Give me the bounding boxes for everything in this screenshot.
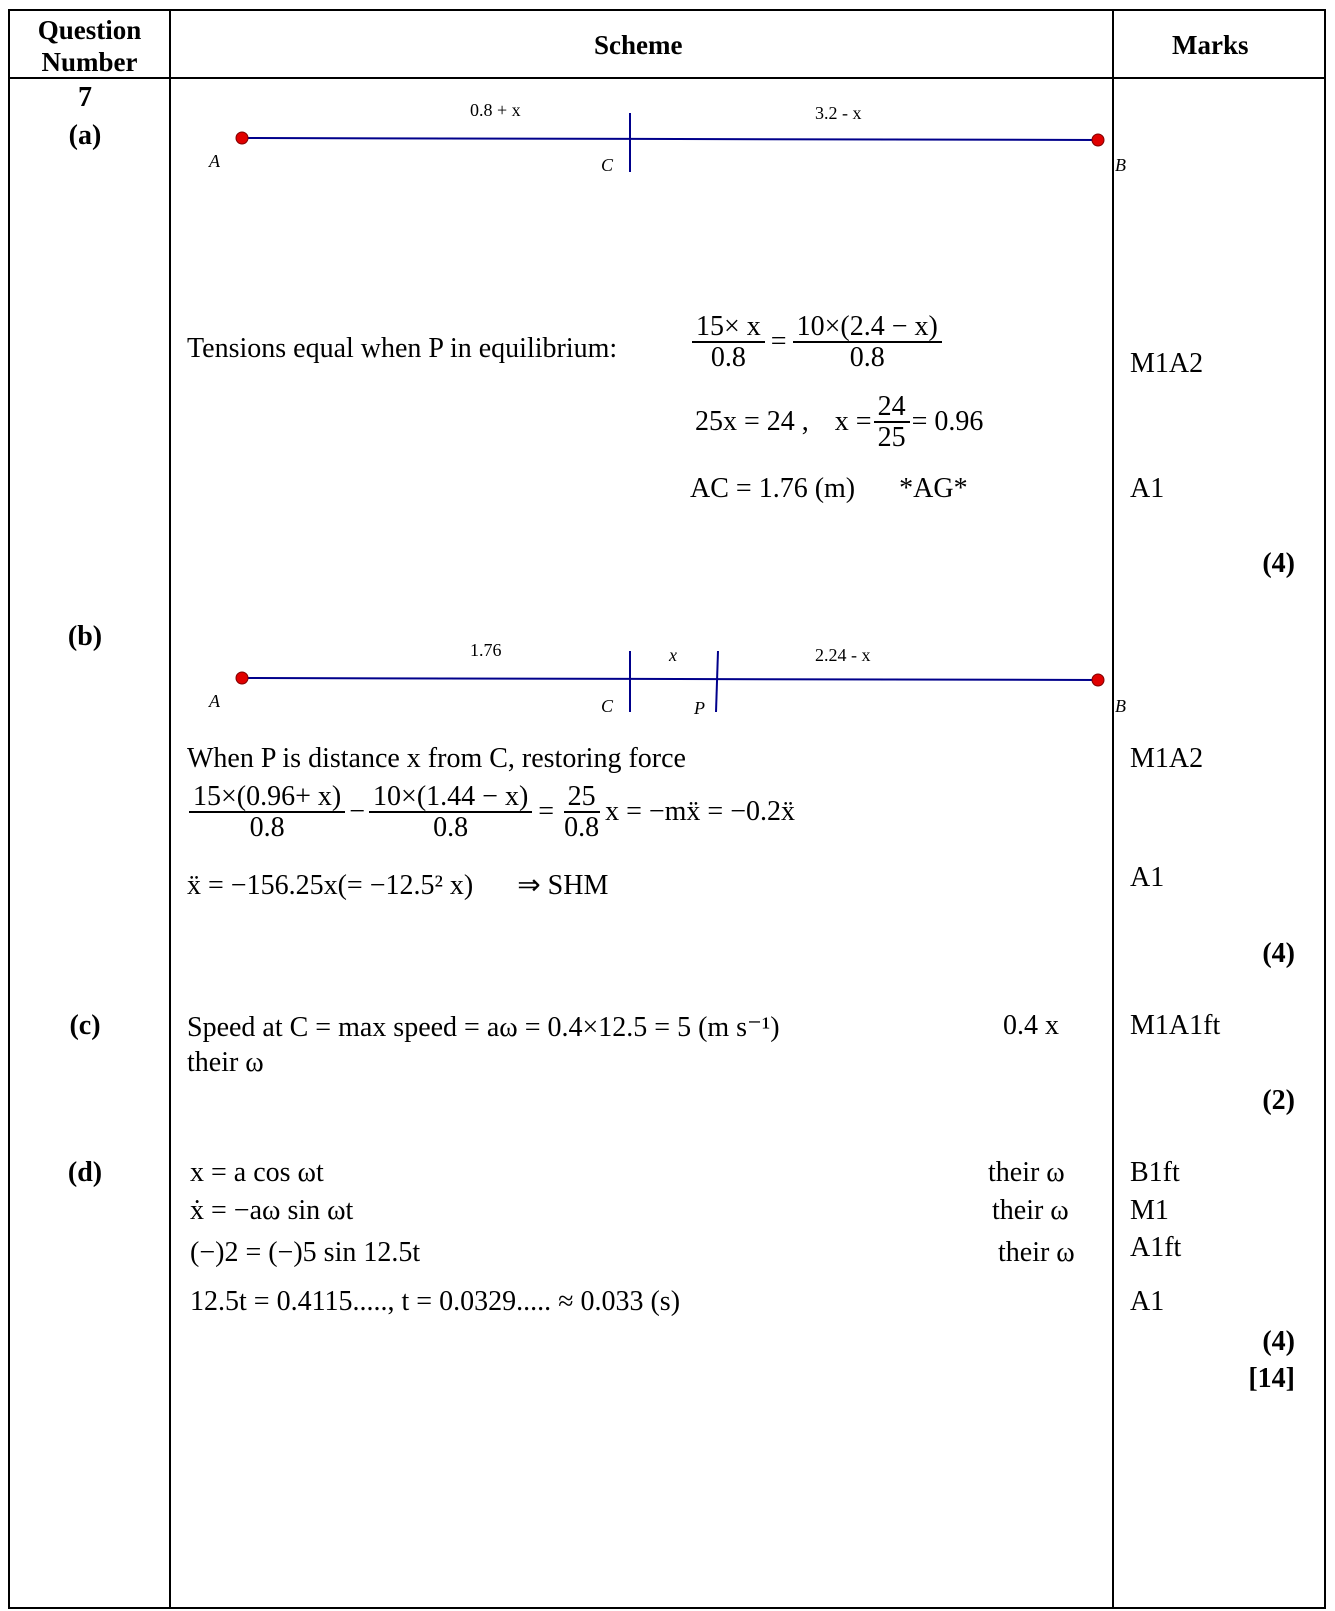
- part-c-label: (c): [69, 1010, 101, 1041]
- diagram-a-point-a: A: [209, 151, 220, 171]
- diagram-b-point-a: A: [209, 691, 220, 711]
- diagram-b-point-c: C: [601, 696, 614, 716]
- part-d-line1: x = a cos ωt: [190, 1157, 324, 1188]
- diagram-b-left-length: 1.76: [470, 640, 502, 660]
- part-d-line3-note: their ω: [998, 1237, 1075, 1268]
- part-d-mark-2: M1: [1130, 1195, 1169, 1226]
- part-a-label: (a): [68, 120, 102, 151]
- diagram-a-point-c: C: [601, 155, 614, 175]
- header-question-number: Question Number: [37, 15, 142, 77]
- part-c-line2: their ω: [187, 1047, 264, 1078]
- part-d-line2-note: their ω: [992, 1195, 1069, 1226]
- diagram-a-point-b: B: [1115, 155, 1126, 175]
- diagram-b-point-b: B: [1115, 696, 1126, 716]
- diagram-a-right-length: 3.2 - x: [815, 103, 862, 123]
- diagram-b: [235, 650, 1105, 713]
- part-d-mark-4: A1: [1130, 1286, 1165, 1317]
- part-d-mark-3: A1ft: [1130, 1232, 1182, 1263]
- part-b-mark-2: A1: [1130, 862, 1165, 893]
- part-b-label: (b): [67, 621, 103, 652]
- header-marks: Marks: [1172, 30, 1249, 60]
- part-c-total: (2): [1262, 1085, 1295, 1116]
- diagram-b-mid-length: x: [669, 645, 677, 665]
- question-number: 7: [78, 82, 92, 113]
- part-a-line2: 25x = 24 , x = 24 25 = 0.96: [695, 391, 984, 454]
- part-a-line1: Tensions equal when P in equilibrium:: [187, 333, 618, 364]
- part-a-mark-1: M1A2: [1130, 348, 1204, 379]
- part-d-label: (d): [67, 1157, 103, 1188]
- part-d-line3: (−)2 = (−)5 sin 12.5t: [190, 1237, 421, 1268]
- part-d-total: (4): [1262, 1326, 1295, 1357]
- part-b-line3: ẍ = −156.25x(= −12.5² x) ⇒ SHM: [187, 870, 609, 901]
- part-b-eq: 15×(0.96+ x) 0.8 − 10×(1.44 − x) 0.8 = 25 0…: [187, 782, 795, 843]
- part-d-line2: ẋ = −aω sin ωt: [190, 1195, 354, 1226]
- part-b-line1: When P is distance x from C, restoring f…: [187, 743, 686, 774]
- part-d-line1-note: their ω: [988, 1157, 1065, 1188]
- header-scheme: Scheme: [594, 30, 683, 60]
- part-b-total: (4): [1262, 938, 1295, 969]
- part-a-line3: AC = 1.76 (m) *AG*: [690, 473, 968, 504]
- diagram-b-right-length: 2.24 - x: [815, 645, 871, 665]
- part-b-mark-1: M1A2: [1130, 743, 1204, 774]
- part-d-mark-1: B1ft: [1130, 1157, 1180, 1188]
- part-a-eq1: 15× x 0.8 = 10×(2.4 − x) 0.8: [690, 312, 944, 373]
- part-a-total: (4): [1262, 548, 1295, 579]
- part-c-mark: M1A1ft: [1130, 1010, 1221, 1041]
- question-grand-total: [14]: [1248, 1363, 1295, 1394]
- part-a-mark-2: A1: [1130, 473, 1165, 504]
- diagram-b-point-p: P: [694, 698, 705, 718]
- diagram-a: [235, 113, 1105, 172]
- part-d-line4: 12.5t = 0.4115....., t = 0.0329..... ≈ 0…: [190, 1286, 681, 1317]
- diagram-a-left-length: 0.8 + x: [470, 100, 521, 120]
- part-c-line1: Speed at C = max speed = aω = 0.4×12.5 =…: [187, 1012, 780, 1043]
- part-c-note: 0.4 x: [1003, 1010, 1059, 1041]
